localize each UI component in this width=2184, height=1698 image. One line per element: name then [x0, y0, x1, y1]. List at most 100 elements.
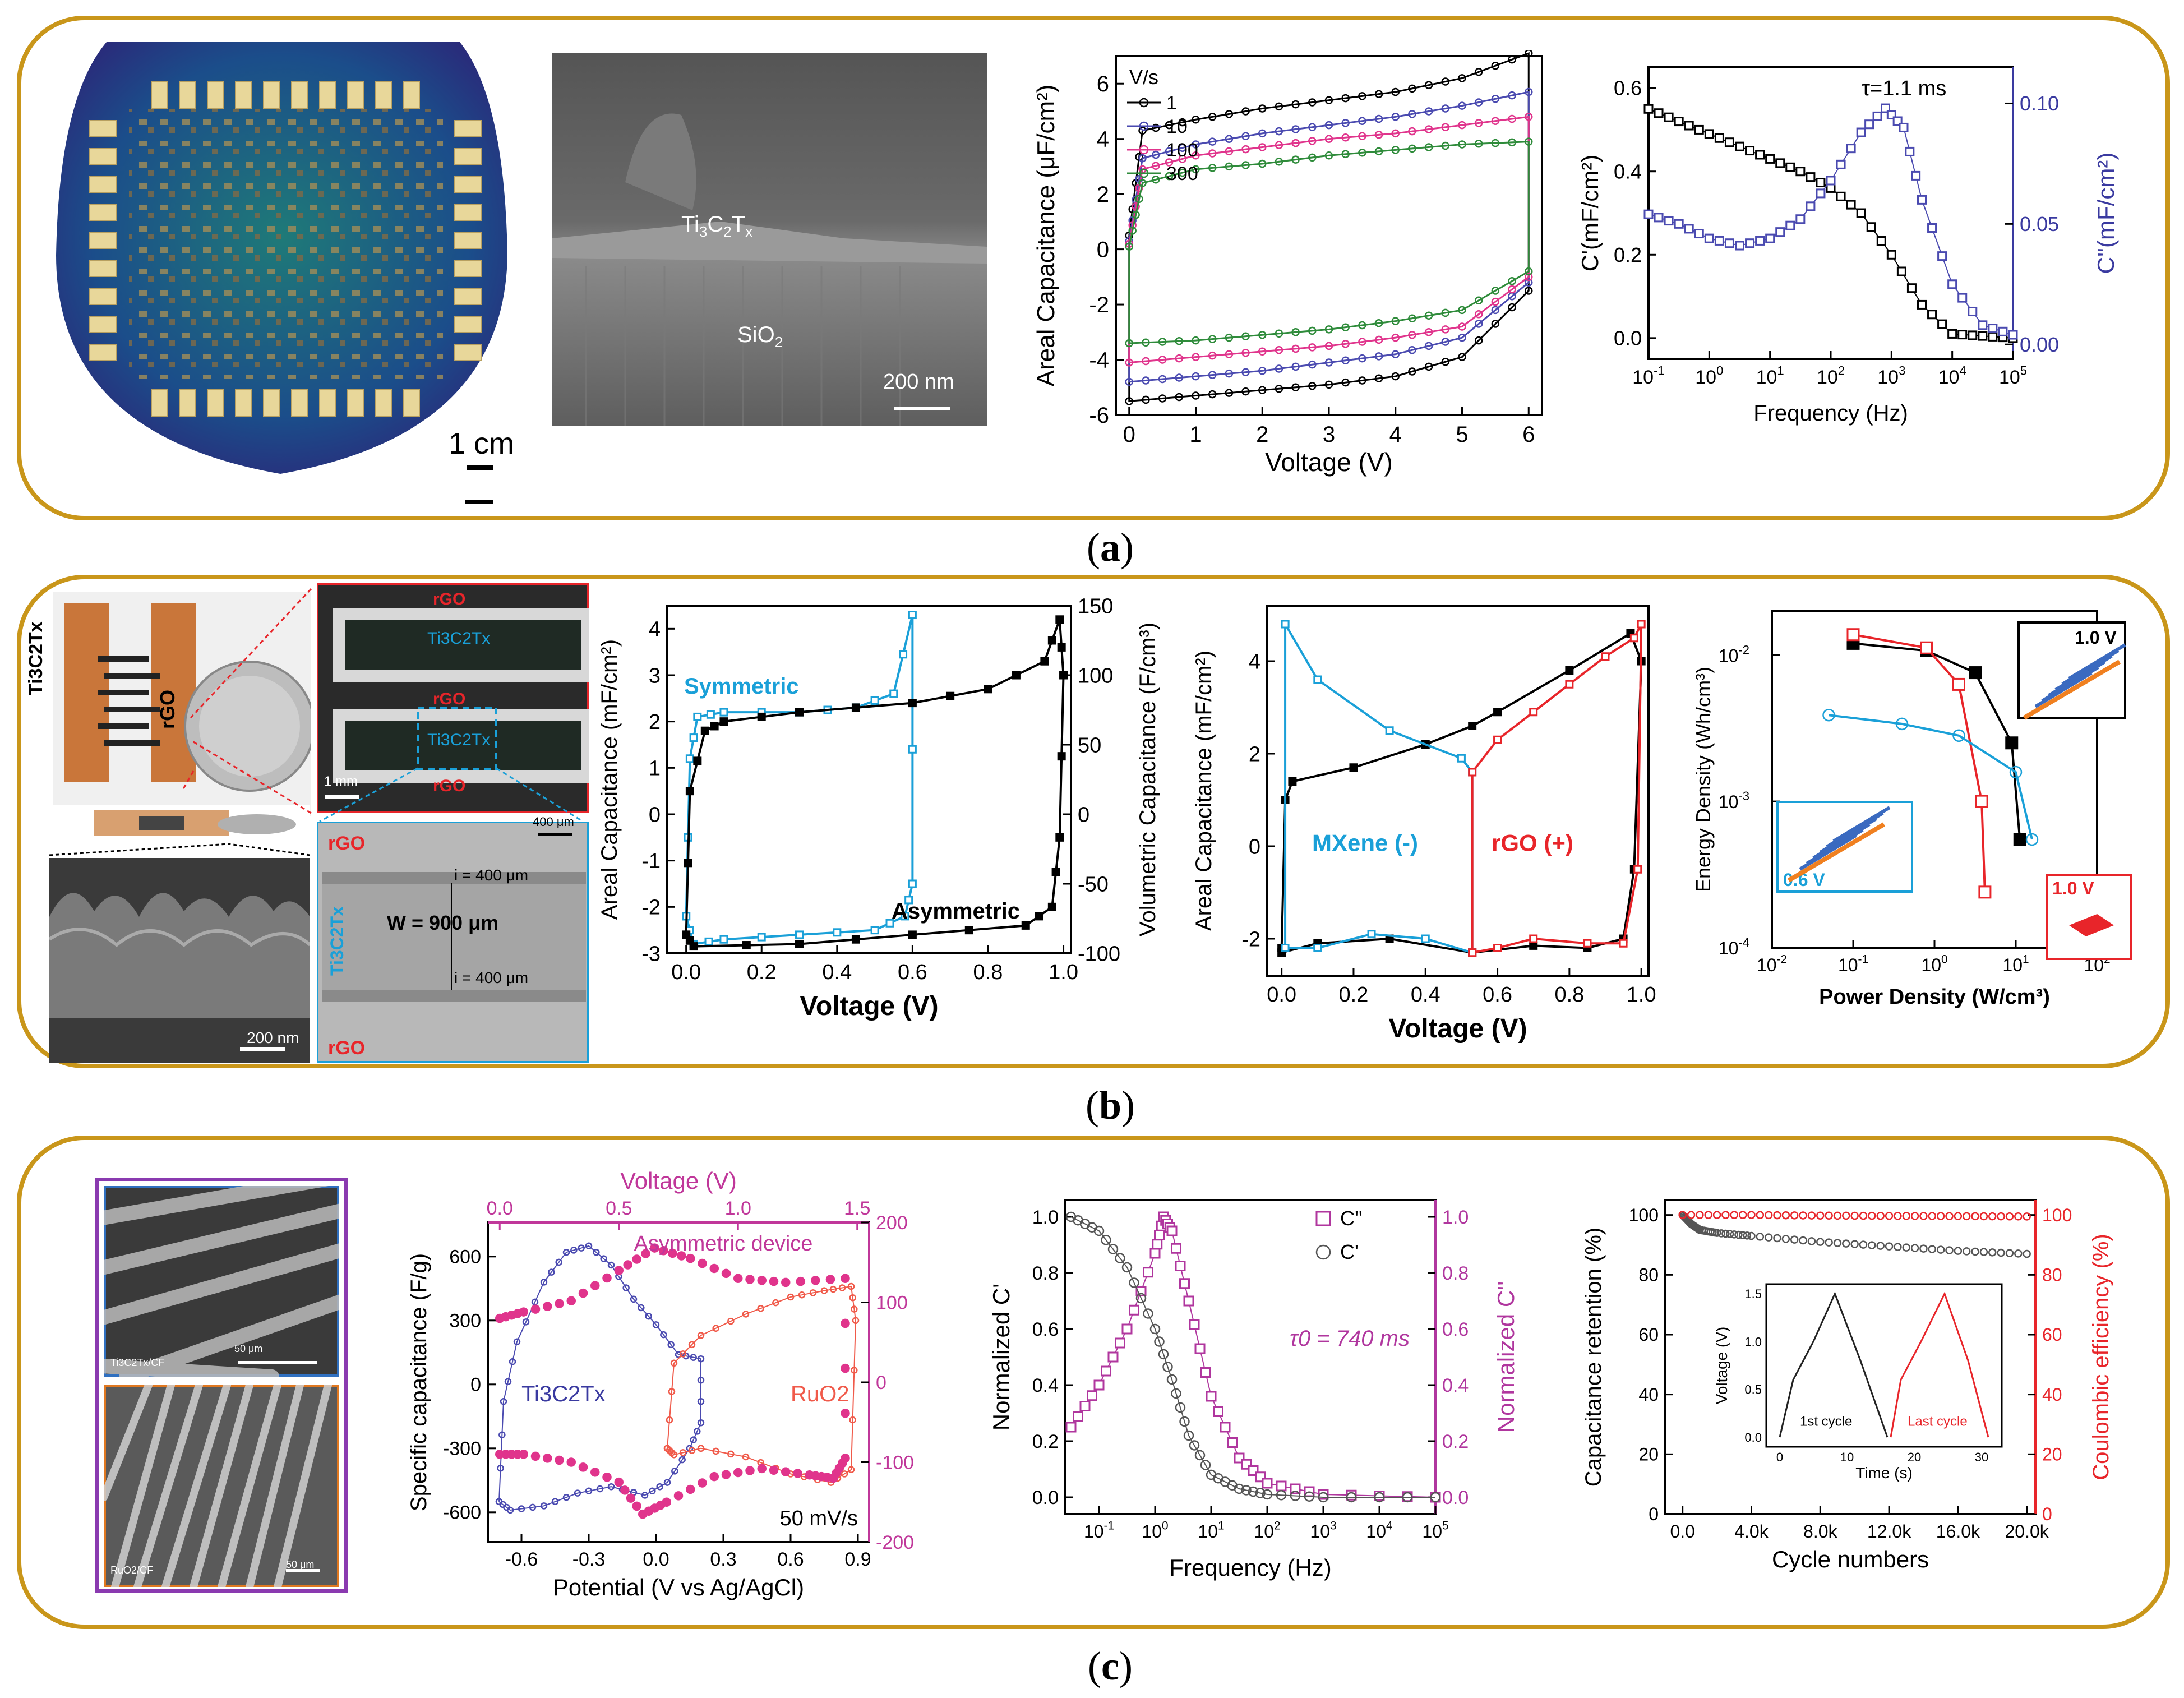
data-point-full — [1493, 708, 1502, 717]
y-tick-label-right: 100 — [1078, 664, 1113, 687]
data-point-RuO2 — [847, 1466, 855, 1474]
data-point-C' — [1171, 1388, 1181, 1399]
data-point-Ti3C2Tx — [675, 1351, 682, 1358]
data-point-Asymmetric device — [641, 1249, 650, 1258]
data-point-RuO2 — [712, 1447, 719, 1455]
optical-label-top2: rGO — [433, 690, 466, 708]
data-point-C' — [1988, 331, 1998, 342]
x-tick-label: 100 — [1142, 1520, 1168, 1542]
chart-a3-cv: -6 -4 -2 0 2 4 6 0 1 2 3 4 5 6 Voltage (V) Areal Capaci… — [1032, 50, 1543, 477]
data-point-Asymmetric — [964, 926, 973, 935]
data-point-Asymmetric device — [620, 1485, 630, 1495]
x-tick-label: 0.3 — [710, 1549, 736, 1570]
data-point-Ti3C2Tx — [555, 1258, 562, 1266]
x-tick-label: 100 — [1921, 953, 1947, 975]
y-tick-label: 0 — [649, 803, 661, 827]
inset-last-cycle — [1890, 1291, 1989, 1438]
data-point-C' — [1724, 137, 1734, 147]
data-point-Coulombic efficiency — [2005, 1212, 2014, 1221]
x-tick-label-top: 1.5 — [844, 1198, 870, 1219]
data-point-100 — [1192, 353, 1200, 361]
data-point-Coulombic efficiency — [1945, 1212, 1954, 1220]
data-point-1 — [1138, 126, 1147, 135]
data-point-C' — [1684, 121, 1694, 131]
data-point-1 — [1358, 376, 1366, 385]
data-point-300 — [1474, 140, 1483, 148]
y-tick-label-right: 150 — [1078, 594, 1113, 618]
x-tick-label: 103 — [1310, 1520, 1336, 1542]
data-point-C' — [1107, 1244, 1119, 1254]
data-point-Asymmetric — [684, 859, 692, 868]
y-tick-label-right: 60 — [2042, 1325, 2062, 1345]
data-point-300 — [1135, 195, 1143, 204]
data-point-Asymmetric — [908, 699, 917, 708]
data-point-Asymmetric — [710, 722, 719, 731]
sem-cross-section-a — [552, 53, 987, 426]
data-point-Capacitance retention — [1850, 1240, 1859, 1248]
data-point-Asymmetric device — [555, 1299, 564, 1308]
data-point-C'' — [1664, 216, 1674, 226]
data-point-1 — [1508, 303, 1516, 312]
data-point-Ti3C2Tx — [671, 1468, 678, 1475]
y-tick-label: 0.0 — [1032, 1487, 1059, 1508]
annotation-asymmetric: Asymmetric — [892, 899, 1020, 924]
data-point-Asymmetric device — [566, 1296, 576, 1305]
data-point-Ti3C2Tx — [500, 1397, 507, 1405]
data-point-Asymmetric device — [578, 1288, 588, 1298]
data-point-1 — [1374, 90, 1383, 98]
data-point-300 — [1165, 172, 1174, 181]
data-point-Asymmetric device — [811, 1276, 820, 1285]
curve-Ti3C2Tx — [498, 1245, 701, 1511]
data-point-1 — [1441, 357, 1450, 366]
data-point-RuO2 — [849, 1294, 856, 1302]
y-tick-label-right: -100 — [1078, 942, 1120, 966]
data-point-C'' — [1073, 1411, 1083, 1422]
y-axis-label: Normalized C' — [988, 1284, 1014, 1431]
annotation-symmetric: Symmetric — [684, 674, 799, 699]
data-point-Coulombic efficiency — [1833, 1211, 1842, 1220]
data-point-Ti3C2Tx — [697, 1397, 705, 1405]
data-point-C' — [1785, 162, 1795, 172]
data-point-C' — [1856, 208, 1866, 218]
x-tick-label: 102 — [1254, 1520, 1280, 1542]
data-point-rGO (+) — [1493, 735, 1502, 744]
data-point-Coulombic efficiency — [1825, 1211, 1833, 1220]
data-point-300 — [1474, 296, 1483, 304]
data-point-100 — [1358, 132, 1366, 141]
cv-curve-300 — [1128, 141, 1530, 344]
data-point-1 — [1391, 372, 1400, 381]
data-point-C'' — [1079, 1401, 1091, 1411]
y-tick-label: -2 — [641, 896, 661, 920]
data-point-1 — [1275, 102, 1283, 111]
data-point-C'' — [1911, 170, 1921, 181]
data-point-C'' — [1745, 238, 1755, 248]
data-point-C'' — [1206, 1391, 1217, 1402]
y-tick-label-right: 0 — [1078, 803, 1089, 827]
sem-top-label-bottom: rGO — [328, 1037, 366, 1059]
x-tick-label: 1.0 — [1627, 983, 1656, 1007]
data-point-100 — [1408, 127, 1416, 136]
data-point-C' — [1927, 310, 1937, 320]
data-point-Asymmetric device — [632, 1501, 641, 1511]
data-point-C'' — [1200, 1367, 1211, 1378]
wafer-scale-bar — [467, 465, 493, 470]
data-point-C' — [1937, 319, 1947, 329]
data-point-10 — [1408, 346, 1416, 354]
data-point-Capacitance retention — [1743, 1231, 1752, 1240]
y-axis-label-right: Coulombic efficiency (%) — [2089, 1234, 2113, 1480]
data-point-Ti3C2Tx — [656, 1483, 663, 1491]
data-point-10 — [1525, 278, 1533, 287]
data-point-C'' — [1093, 1379, 1105, 1391]
data-point-C' — [1886, 250, 1896, 260]
data-point-Asymmetric — [1055, 833, 1064, 842]
data-point-10 — [1241, 368, 1250, 376]
data-point-Capacitance retention — [1756, 1233, 1765, 1241]
data-point-10 — [1458, 101, 1466, 110]
data-point-Ti3C2Tx — [607, 1483, 615, 1491]
y-tick-label-right: 0.6 — [1442, 1319, 1469, 1340]
data-point-Asymmetric device — [721, 1268, 731, 1279]
data-point-1 — [1152, 123, 1160, 132]
data-point-C' — [1143, 1308, 1153, 1319]
data-point-Asymmetric — [1040, 657, 1049, 666]
x-tick-label: 12.0k — [1867, 1521, 1911, 1542]
